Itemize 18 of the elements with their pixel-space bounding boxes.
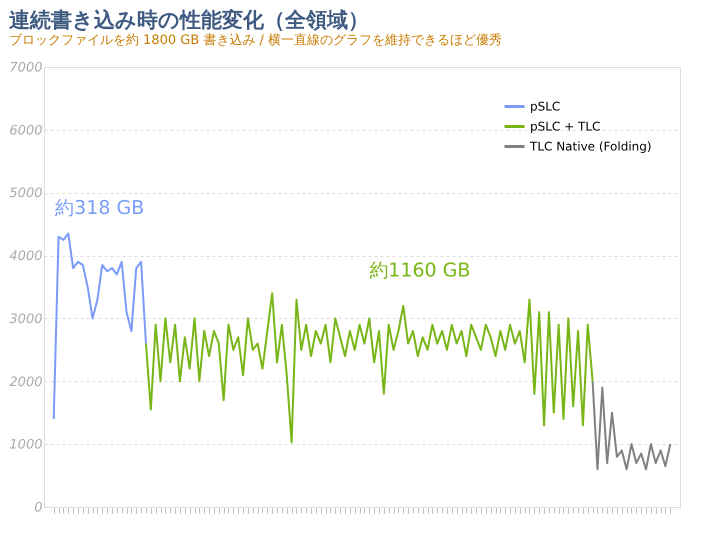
annotation: 約318 GB <box>55 196 144 219</box>
y-tick-label: 4000 <box>9 249 42 264</box>
y-tick-label: 5000 <box>9 186 42 202</box>
y-tick-label: 0 <box>34 500 42 516</box>
y-tick-label: 2000 <box>9 374 42 390</box>
line-series <box>52 232 147 420</box>
line-series <box>144 292 594 444</box>
legend-label: pSLC <box>530 100 560 114</box>
y-tick-label: 6000 <box>9 123 42 138</box>
legend-label: TLC Native (Folding) <box>529 140 652 154</box>
y-tick-label: 3000 <box>9 312 42 327</box>
y-tick-label: 7000 <box>9 60 42 76</box>
y-tick-label: 1000 <box>9 438 42 453</box>
chart-subtitle: ブロックファイルを約 1800 GB 書き込み / 横一直線のグラフを維持できるほど優秀 <box>8 33 502 48</box>
legend-label: pSLC + TLC <box>530 120 600 134</box>
chart-title: 連続書き込み時の性能変化（全領域） <box>8 8 369 32</box>
line-series <box>592 380 672 470</box>
annotation: 約1160 GB <box>369 260 470 282</box>
